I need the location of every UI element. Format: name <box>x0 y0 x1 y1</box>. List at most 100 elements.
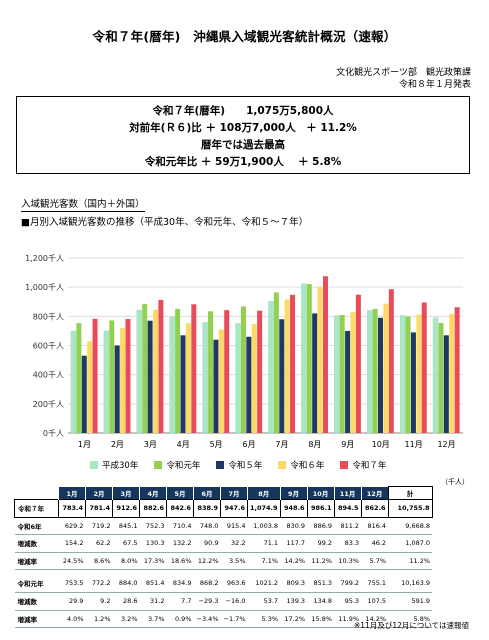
table-row: 令和元年 753.5 772.2 884.0 851.4 834.9 868.2 963.6 1… <box>14 574 433 593</box>
x-tick-label: 12月 <box>437 440 455 449</box>
table-cell: 868.2 <box>193 574 221 593</box>
table-cell: 11.2% <box>388 552 433 571</box>
table-row-label: 増減率 <box>14 552 59 571</box>
table-row-label: 増減率 <box>14 610 59 629</box>
legend-item: 平成30年 <box>90 459 138 471</box>
bar-令和５年 <box>114 345 120 433</box>
table-cell: 886.9 <box>307 517 335 536</box>
bar-平成30年 <box>169 316 175 434</box>
table-cell: 5.3% <box>247 610 281 629</box>
table-cell: 139.3 <box>280 592 308 611</box>
table-cell: 0.9% <box>166 610 194 629</box>
table-cell: 8.6% <box>85 552 113 571</box>
x-tick-label: 1月 <box>78 440 91 449</box>
table-header-cell <box>15 487 59 500</box>
table-cell: 10,163.9 <box>388 574 433 593</box>
table-header-cell: 5月 <box>166 486 194 500</box>
bar-令和６年 <box>350 311 356 433</box>
bar-令和７年 <box>191 304 197 433</box>
table-cell: 842.6 <box>166 499 194 518</box>
table-header-cell: 8月 <box>247 486 281 500</box>
bar-令和元年 <box>405 316 411 433</box>
bar-令和７年 <box>421 302 427 433</box>
bar-令和６年 <box>383 303 389 433</box>
table-cell: 1,074.9 <box>247 499 281 518</box>
legend-label: 令和元年 <box>166 461 201 471</box>
bar-令和７年 <box>125 319 131 433</box>
bar-令和５年 <box>312 313 318 433</box>
y-tick-label: 200千人 <box>33 399 64 409</box>
table-cell: 894.5 <box>333 499 362 518</box>
bar-令和元年 <box>175 308 181 433</box>
bar-令和６年 <box>185 323 191 433</box>
y-tick-label: 1,000千人 <box>25 282 64 292</box>
bar-令和５年 <box>279 319 285 433</box>
table-row: 増減数 29.9 9.2 28.6 31.2 7.7 −29.3 −16.0 53.7 139.3… <box>14 592 433 611</box>
table-cell: 132.2 <box>166 534 194 553</box>
bar-令和元年 <box>142 304 148 433</box>
legend-swatch <box>216 461 225 469</box>
bar-平成30年 <box>103 330 110 434</box>
table-cell: 845.1 <box>112 517 140 536</box>
bar-平成30年 <box>432 317 439 434</box>
table-cell: 719.2 <box>85 517 113 536</box>
legend-label: 令和７年 <box>352 461 387 471</box>
table-header-cell: 7月 <box>220 486 248 500</box>
y-tick-label: 800千人 <box>33 311 64 321</box>
table-cell: 1,087.0 <box>388 534 433 553</box>
table-cell: 10,755.8 <box>387 499 433 518</box>
bar-令和元年 <box>109 320 115 433</box>
table-cell: 963.6 <box>220 574 248 593</box>
bar-令和７年 <box>290 294 296 433</box>
table-cell: 748.0 <box>193 517 221 536</box>
table-header-cell: 9月 <box>279 486 308 500</box>
table-cell: 154.2 <box>58 534 86 553</box>
table-cell: 3.5% <box>220 552 248 571</box>
table-cell: 90.9 <box>193 534 221 553</box>
y-tick-label: 400千人 <box>33 370 64 380</box>
table-cell: 1021.2 <box>247 574 281 593</box>
table-header-cell: 1月 <box>58 486 86 500</box>
table-row-label: 令和７年 <box>14 499 59 518</box>
table-header-cell: 4月 <box>139 486 167 500</box>
table-cell: 15.8% <box>307 610 335 629</box>
table-cell: 17.3% <box>139 552 167 571</box>
bar-令和７年 <box>224 310 230 433</box>
table-cell: 710.4 <box>166 517 194 536</box>
x-tick-label: 3月 <box>144 440 157 449</box>
x-tick-label: 5月 <box>210 440 223 449</box>
table-cell: 838.9 <box>193 499 221 518</box>
bar-令和元年 <box>273 292 279 433</box>
table-cell: 62.2 <box>85 534 113 553</box>
bar-令和５年 <box>213 339 219 433</box>
bar-平成30年 <box>301 283 307 434</box>
bar-令和５年 <box>147 320 153 433</box>
legend-label: 平成30年 <box>102 461 139 471</box>
legend-label: 令和６年 <box>290 461 325 471</box>
table-cell: 3.2% <box>112 610 140 629</box>
table-cell: 46.2 <box>361 534 389 553</box>
bar-令和元年 <box>240 306 246 433</box>
table-cell: 130.3 <box>139 534 167 553</box>
legend-item: 令和７年 <box>340 459 386 471</box>
bar-令和７年 <box>257 310 263 433</box>
bar-令和６年 <box>218 329 224 433</box>
bar-令和７年 <box>388 289 394 433</box>
table-cell: 9.2 <box>85 592 113 611</box>
table-header-cell: 10月 <box>306 486 335 500</box>
legend-swatch <box>340 461 349 469</box>
table-row: 令和７年 783.4 781.4 912.6 882.6 842.6 838.9 947.6 1… <box>14 499 433 518</box>
table-cell: 99.2 <box>307 534 335 553</box>
bar-令和元年 <box>438 322 444 433</box>
table-cell: 117.7 <box>280 534 308 553</box>
bar-令和５年 <box>81 355 87 433</box>
table-cell: 32.2 <box>220 534 248 553</box>
bar-平成30年 <box>399 315 406 434</box>
table-row: 令和6年 629.2 719.2 845.1 752.3 710.4 748.0 915.4 1… <box>14 517 433 536</box>
bar-令和６年 <box>87 341 93 433</box>
x-tick-label: 2月 <box>111 440 124 449</box>
table-cell: 834.9 <box>166 574 194 593</box>
table-cell: 3.7% <box>139 610 167 629</box>
table-cell: 947.6 <box>220 499 248 518</box>
table-cell: 28.6 <box>112 592 140 611</box>
